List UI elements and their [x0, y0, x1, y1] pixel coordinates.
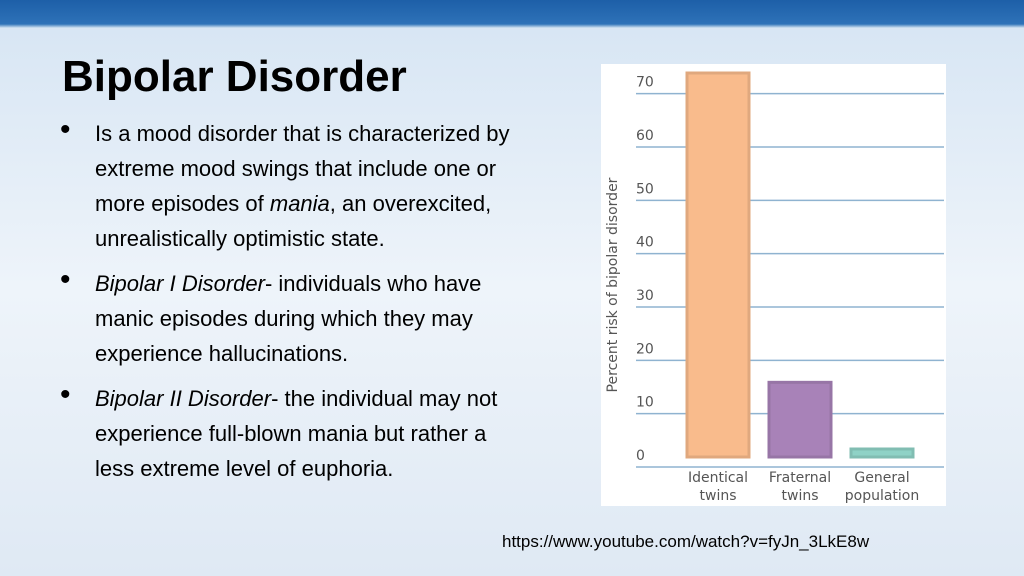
bullet-text: , an overexcited, unrealistically optimi… [95, 191, 492, 251]
bullet: Bipolar I Disorder- individuals who have… [60, 262, 523, 371]
x-tick-label: Fraternal twins [769, 470, 831, 504]
slide-title: Bipolar Disorder [62, 52, 407, 101]
y-tick-label: 10 [636, 395, 654, 411]
bar [685, 71, 751, 459]
x-tick-label: General population [845, 470, 920, 504]
y-tick-label: 70 [636, 75, 654, 91]
bar [849, 447, 915, 459]
y-tick-label: 50 [636, 181, 654, 197]
x-tick-label: Identical twins [688, 470, 748, 504]
bullet-text: - the individual may not experience full… [95, 386, 498, 481]
chart: Percent risk of bipolar disorder 0 10 20 30 4… [601, 64, 946, 506]
bullet-list: Is a mood disorder that is characterized… [60, 112, 530, 496]
y-axis-label: Percent risk of bipolar disorder [605, 177, 621, 392]
bullet-text: mania [269, 191, 330, 216]
bullet-text: - individuals who have manic episodes du… [95, 271, 482, 366]
bullet: Is a mood disorder that is characterized… [60, 112, 523, 256]
y-tick-label: 30 [636, 288, 654, 304]
bar [767, 380, 833, 459]
video-link[interactable]: https://www.youtube.com/watch?v=fyJn_3Lk… [502, 532, 870, 551]
bullet-text: Bipolar II Disorder [95, 386, 272, 411]
bullet-text: Bipolar I Disorder [95, 271, 265, 296]
y-tick-label: 0 [636, 448, 645, 464]
y-tick-label: 60 [636, 128, 654, 144]
y-tick-label: 20 [636, 341, 654, 357]
bullet-text: Is a mood disorder that is characterized… [95, 121, 510, 216]
bullet: Bipolar II Disorder- the individual may … [60, 377, 523, 486]
y-tick-label: 40 [636, 235, 654, 251]
